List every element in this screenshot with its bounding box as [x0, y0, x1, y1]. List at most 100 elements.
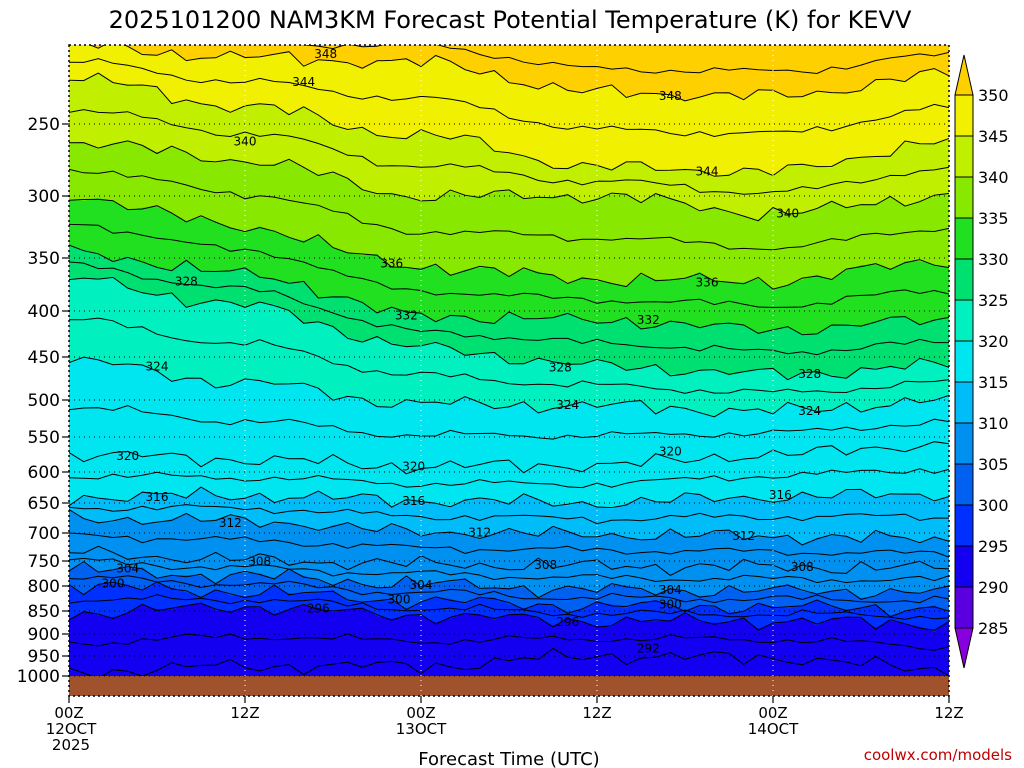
- isotherm-line-342: [69, 109, 949, 195]
- isotherm-label-340: 340: [234, 134, 257, 148]
- isotherm-label-text: 304: [410, 578, 433, 592]
- colorbar-swatch-290: [954, 545, 974, 588]
- y-tick-label: 650: [28, 494, 60, 514]
- isotherm-label-text: 292: [637, 642, 660, 656]
- isotherm-label-324: 324: [556, 398, 579, 412]
- y-tick-label: 250: [28, 115, 60, 135]
- colorbar-tick-label: 295: [978, 537, 1009, 556]
- isotherm-line-326: [69, 317, 949, 394]
- y-tick-label: 750: [28, 552, 60, 572]
- colorbar-swatch-310: [954, 381, 974, 424]
- plot-area: 348 348 344 344 340 340 336 336 332 332 328 328 328 3…: [69, 45, 949, 696]
- isotherm-label-308: 308: [791, 560, 814, 574]
- y-tick-label: 500: [28, 391, 60, 411]
- x-tick-label: 12Z: [230, 704, 259, 722]
- colorbar-tick-label: 305: [978, 455, 1009, 474]
- isotherm-label-316: 316: [769, 488, 792, 502]
- colorbar-swatch-305: [954, 422, 974, 465]
- colorbar-min-arrow: [954, 627, 974, 669]
- y-tick-label: 800: [28, 577, 60, 597]
- isotherm-line-320: [69, 441, 949, 475]
- isotherm-line-318: [69, 468, 949, 489]
- y-tick-label: 850: [28, 602, 60, 622]
- y-tick-label: 400: [28, 302, 60, 322]
- isotherm-line-346: [69, 58, 949, 138]
- isotherm-label-348: 348: [659, 89, 682, 103]
- isotherm-line-350: [300, 45, 949, 75]
- y-tick-label: 450: [28, 348, 60, 368]
- isotherm-label-text: 328: [175, 274, 198, 288]
- y-tick-label: 1000: [17, 667, 60, 687]
- isotherm-label-336: 336: [380, 256, 403, 270]
- isotherm-line-324: [69, 356, 949, 418]
- isotherm-label-text: 316: [402, 494, 425, 508]
- isotherm-line-332: [69, 244, 949, 336]
- isotherm-line-322: [69, 405, 949, 440]
- isotherm-label-344: 344: [292, 75, 315, 89]
- chart-title: 2025101200 NAM3KM Forecast Potential Tem…: [109, 6, 912, 34]
- isotherm-label-text: 348: [314, 47, 337, 61]
- colorbar-tick-label: 315: [978, 373, 1009, 392]
- isotherm-line-330: [69, 261, 949, 356]
- isotherm-label-text: 316: [146, 490, 169, 504]
- isotherm-label-text: 304: [116, 562, 139, 576]
- x-tick-label: 14OCT: [748, 720, 799, 738]
- isotherm-label-328: 328: [549, 360, 572, 374]
- fill-band-348: [69, 45, 949, 103]
- colorbar-tick-label: 300: [978, 496, 1009, 515]
- y-tick-label: 700: [28, 524, 60, 544]
- isotherm-label-text: 312: [732, 529, 755, 543]
- y-tick-label: 900: [28, 625, 60, 645]
- colorbar-tick-label: 335: [978, 209, 1009, 228]
- y-tick-label: 350: [28, 249, 60, 269]
- isotherm-label-328: 328: [175, 274, 198, 288]
- isotherm-label-320: 320: [402, 459, 425, 473]
- colorbar: 285 290 295 300 305 310 315 320 325 330 335 340 345 3…: [954, 54, 1009, 669]
- isotherm-label-308: 308: [534, 558, 557, 572]
- isotherm-line-328: [69, 276, 949, 381]
- isotherm-line-334: [69, 223, 949, 308]
- isotherm-label-text: 324: [556, 398, 579, 412]
- isotherm-label-text: 300: [102, 577, 125, 591]
- colorbar-swatch-335: [954, 176, 974, 219]
- isotherm-label-308: 308: [248, 555, 271, 569]
- isotherm-label-292: 292: [637, 642, 660, 656]
- colorbar-swatch-345: [954, 94, 974, 137]
- colorbar-tick-label: 340: [978, 168, 1009, 187]
- colorbar-swatch-285: [954, 586, 974, 629]
- isotherm-label-332: 332: [395, 309, 418, 323]
- colorbar-tick-label: 350: [978, 86, 1009, 105]
- colorbar-tick-label: 290: [978, 578, 1009, 597]
- isotherm-label-312: 312: [468, 525, 491, 539]
- isotherm-label-text: 320: [116, 449, 139, 463]
- isotherm-line-336: [69, 198, 949, 290]
- isotherm-line-296: [69, 602, 949, 631]
- isotherm-line-298: [69, 594, 949, 620]
- isotherm-label-316: 316: [146, 490, 169, 504]
- colorbar-swatch-330: [954, 217, 974, 260]
- y-axis: 250 300 350 400 450 500 550 600 650 700 750 800 850 9…: [17, 115, 69, 687]
- x-tick-label: 13OCT: [396, 720, 447, 738]
- y-tick-label: 550: [28, 428, 60, 448]
- isotherm-label-text: 320: [659, 445, 682, 459]
- isotherm-line-294: [69, 633, 949, 651]
- colorbar-tick-label: 285: [978, 619, 1009, 638]
- isotherm-label-324: 324: [798, 404, 821, 418]
- isotherm-label-text: 336: [380, 256, 403, 270]
- isotherm-label-text: 348: [659, 89, 682, 103]
- isotherm-label-296: 296: [307, 602, 330, 616]
- plot-frame: [68, 44, 950, 697]
- isotherm-line-340: [69, 140, 949, 222]
- isotherm-label-320: 320: [659, 445, 682, 459]
- colorbar-swatch-295: [954, 504, 974, 547]
- isotherm-label-332: 332: [637, 313, 660, 327]
- isotherm-line-300: [69, 581, 949, 618]
- isotherm-label-text: 304: [659, 583, 682, 597]
- x-tick-label: 12Z: [934, 704, 963, 722]
- isotherm-line-302: [69, 575, 949, 604]
- isotherm-label-text: 312: [468, 525, 491, 539]
- isotherm-line-314: [69, 504, 949, 525]
- isotherm-label-text: 316: [769, 488, 792, 502]
- isotherm-label-304: 304: [410, 578, 433, 592]
- color-fill-layer: [69, 45, 949, 696]
